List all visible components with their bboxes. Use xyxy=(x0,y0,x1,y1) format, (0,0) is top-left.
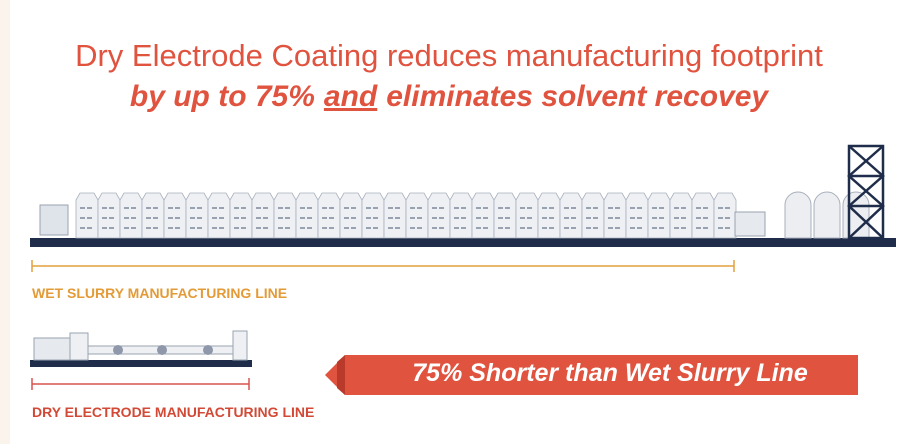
oven-part xyxy=(515,192,539,239)
oven-part xyxy=(185,192,209,239)
oven-part xyxy=(449,192,473,239)
oven-part xyxy=(317,192,341,239)
dry-feeder xyxy=(33,337,71,361)
oven-part xyxy=(471,192,495,239)
callout-banner xyxy=(325,355,858,395)
oven-part xyxy=(647,192,671,239)
calender xyxy=(734,211,766,237)
oven-part xyxy=(603,192,627,239)
oven-part xyxy=(207,192,231,239)
oven-part xyxy=(119,192,143,239)
dry-line-base xyxy=(30,360,252,367)
dry-press xyxy=(69,332,89,361)
oven-part xyxy=(383,192,407,239)
oven-part xyxy=(559,192,583,239)
side-strip xyxy=(0,0,10,444)
oven-modules xyxy=(75,192,737,239)
dry-dimension xyxy=(31,378,250,390)
title-line2: by up to 75% and eliminates solvent recove… xyxy=(0,80,898,114)
oven-part xyxy=(713,192,737,239)
dry-line-label: DRY ELECTRODE MANUFACTURING LINE xyxy=(32,404,315,420)
dry-rollers xyxy=(113,345,213,355)
oven-part xyxy=(361,192,385,239)
wet-dimension xyxy=(31,260,735,272)
oven-part xyxy=(405,192,429,239)
unwinder xyxy=(39,204,69,236)
oven-part xyxy=(295,192,319,239)
tower xyxy=(847,144,885,240)
oven-part xyxy=(273,192,297,239)
oven-part xyxy=(669,192,693,239)
oven-part xyxy=(339,192,363,239)
oven-part xyxy=(537,192,561,239)
oven-part xyxy=(493,192,517,239)
oven-part xyxy=(229,192,253,239)
oven-part xyxy=(75,192,99,239)
callout-fold xyxy=(337,355,345,395)
oven-part xyxy=(427,192,451,239)
title-line1: Dry Electrode Coating reduces manufactur… xyxy=(75,38,823,73)
wet-line-label: WET SLURRY MANUFACTURING LINE xyxy=(32,285,288,301)
title-end: eliminates solvent recovey xyxy=(386,80,769,113)
title-start: by up to 75% xyxy=(129,80,315,113)
dry-rewinder xyxy=(232,330,248,361)
oven-part xyxy=(97,192,121,239)
callout-text: 75% Shorter than Wet Slurry Line xyxy=(412,359,808,387)
oven-part xyxy=(581,192,605,239)
wet-line-base xyxy=(30,238,896,247)
title-emphasis: and xyxy=(323,80,378,113)
oven-part xyxy=(251,192,275,239)
oven-part xyxy=(625,192,649,239)
oven-part xyxy=(141,192,165,239)
oven-part xyxy=(691,192,715,239)
oven-part xyxy=(163,192,187,239)
